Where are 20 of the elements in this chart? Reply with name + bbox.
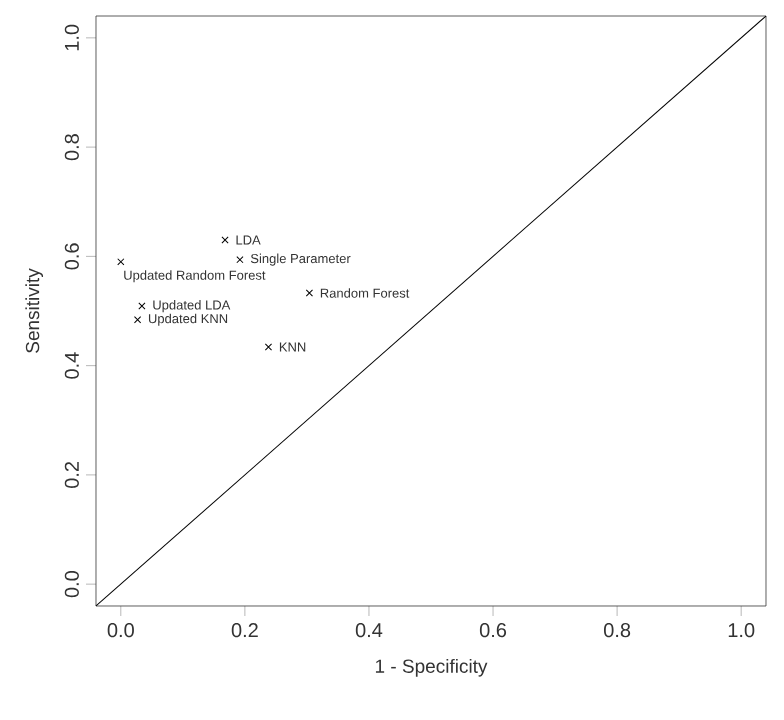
y-tick-label: 0.2 <box>64 461 79 489</box>
x-axis-title: 1 - Specificity <box>375 658 488 677</box>
point <box>305 289 314 297</box>
y-tick-label: 0.0 <box>64 571 79 598</box>
y-tick-label: 0.8 <box>64 134 79 161</box>
x-tick-label: 0.8 <box>603 623 631 638</box>
x-tick-label: 0.0 <box>107 623 134 638</box>
point <box>264 343 273 351</box>
point <box>117 258 125 266</box>
point <box>133 316 142 324</box>
y-tick-label: 1.0 <box>64 24 79 51</box>
x-tick-label: 0.4 <box>355 623 383 638</box>
x-tick-label: 1.0 <box>728 623 755 638</box>
point <box>138 302 146 310</box>
y-tick-label: 0.6 <box>64 243 79 270</box>
y-axis-title: Sensitivity <box>25 268 44 353</box>
y-tick-label: 0.4 <box>64 352 79 379</box>
x-tick-label: 0.6 <box>479 623 507 638</box>
x-tick-label: 0.2 <box>231 623 258 638</box>
point <box>236 256 244 264</box>
